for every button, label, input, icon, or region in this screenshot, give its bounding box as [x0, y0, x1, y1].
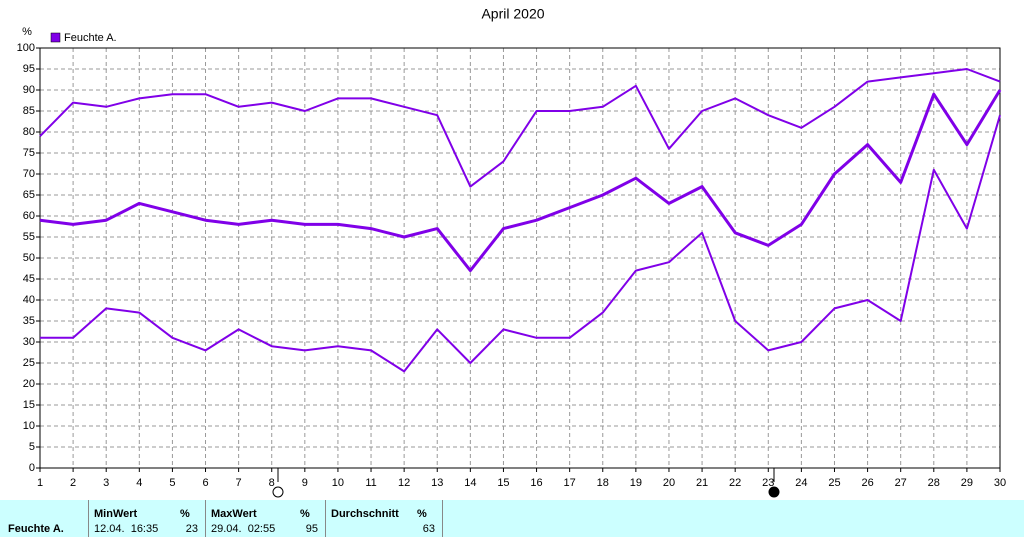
y-tick-label: 80	[23, 126, 35, 138]
x-tick-label: 11	[365, 477, 376, 489]
x-tick-label: 30	[994, 477, 1006, 489]
x-tick-label: 22	[729, 477, 741, 489]
y-tick-label: 50	[23, 252, 35, 264]
y-tick-label: 75	[23, 147, 35, 159]
y-tick-label: 20	[23, 378, 35, 390]
column-unit: %	[180, 508, 190, 520]
y-tick-label: 10	[23, 420, 35, 432]
legend-swatch	[50, 32, 61, 43]
y-tick-label: 70	[23, 168, 35, 180]
column-unit: %	[300, 508, 310, 520]
x-tick-label: 1	[37, 477, 43, 489]
chart: April 2020 % 051015202530354045505560657…	[17, 6, 1006, 498]
y-tick-label: 60	[23, 210, 35, 222]
y-tick-label: 15	[23, 399, 35, 411]
column-separator	[442, 500, 443, 537]
x-tick-label: 29	[961, 477, 973, 489]
column-separator	[205, 500, 206, 537]
data-line	[39, 89, 1002, 273]
x-tick-label: 9	[302, 477, 308, 489]
stat-value: 95	[305, 523, 318, 535]
y-tick-label: 55	[23, 231, 35, 243]
column-unit: %	[417, 508, 427, 520]
x-tick-label: 4	[136, 477, 142, 489]
x-tick-label: 13	[431, 477, 443, 489]
full-moon-icon	[272, 486, 284, 498]
x-tick-label: 18	[597, 477, 609, 489]
chart-title: April 2020	[481, 6, 544, 22]
x-tick-label: 16	[530, 477, 542, 489]
x-tick-label: 19	[630, 477, 642, 489]
stat-time: 29.04. 02:55	[211, 523, 276, 535]
legend-label: Feuchte A.	[64, 32, 117, 44]
y-tick-label: 5	[29, 441, 35, 453]
x-tick-label: 20	[663, 477, 675, 489]
x-tick-label: 23	[762, 477, 774, 489]
y-tick-label: 45	[23, 273, 35, 285]
y-tick-label: 30	[23, 336, 35, 348]
column-header: MinWert	[94, 508, 138, 520]
x-tick-label: 12	[398, 477, 410, 489]
x-tick-label: 5	[169, 477, 175, 489]
y-tick-label: 90	[23, 84, 35, 96]
x-tick-label: 28	[928, 477, 940, 489]
y-tick-label: 95	[23, 63, 35, 75]
y-tick-label: 85	[23, 105, 35, 117]
y-tick-label: 100	[17, 42, 35, 54]
x-tick-label: 26	[861, 477, 873, 489]
x-tick-label: 7	[236, 477, 242, 489]
column-header: MaxWert	[211, 508, 257, 520]
column-separator	[88, 500, 89, 537]
x-tick-label: 25	[828, 477, 840, 489]
x-tick-label: 10	[332, 477, 344, 489]
x-tick-label: 24	[795, 477, 807, 489]
y-axis-label: %	[22, 26, 32, 38]
x-tick-label: 8	[269, 477, 275, 489]
stat-value: 63	[422, 523, 435, 535]
stat-time: 12.04. 16:35	[94, 523, 159, 535]
x-tick-label: 3	[103, 477, 109, 489]
stats-table: Feuchte A. MinWert% 12.04. 16:35 23 MaxWert%…	[0, 500, 1024, 537]
column-separator	[325, 500, 326, 537]
stat-value: 23	[185, 523, 198, 535]
y-tick-label: 65	[23, 189, 35, 201]
x-tick-label: 15	[497, 477, 509, 489]
x-tick-label: 2	[70, 477, 76, 489]
new-moon-icon	[768, 486, 780, 498]
x-tick-label: 27	[895, 477, 907, 489]
y-tick-label: 40	[23, 294, 35, 306]
row-label: Feuchte A.	[8, 523, 64, 535]
plot-border	[39, 47, 1001, 469]
x-tick-label: 14	[464, 477, 476, 489]
data-line	[40, 114, 1001, 373]
y-tick-label: 0	[29, 462, 35, 474]
column-header: Durchschnitt	[331, 508, 399, 520]
x-tick-label: 17	[564, 477, 576, 489]
x-tick-label: 6	[202, 477, 208, 489]
y-tick-label: 25	[23, 357, 35, 369]
x-tick-label: 21	[696, 477, 708, 489]
y-tick-label: 35	[23, 315, 35, 327]
data-line	[39, 68, 1001, 188]
